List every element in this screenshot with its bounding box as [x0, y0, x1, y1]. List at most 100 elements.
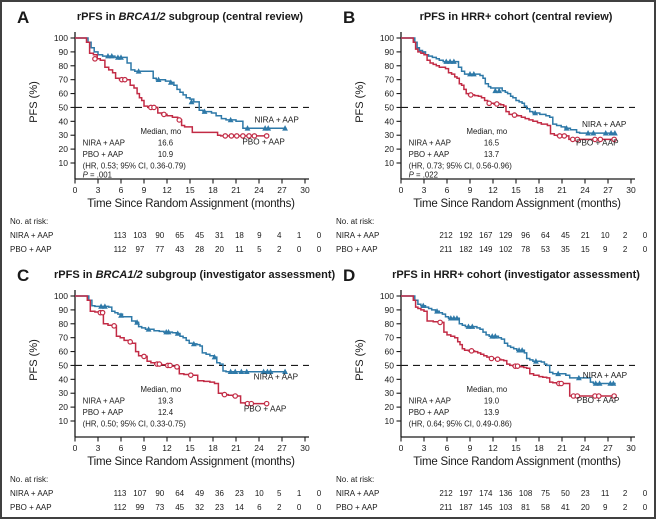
censor-circle-icon [486, 100, 492, 107]
censor-circle-icon [556, 133, 563, 139]
at-risk-count: 50 [560, 489, 570, 498]
x-tick-label: 21 [557, 185, 567, 195]
censor-marks-pbo [437, 319, 617, 399]
censor-triangle-icon [585, 130, 591, 136]
censor-triangle-icon [155, 76, 162, 82]
x-tick-label: 12 [162, 185, 172, 195]
censor-triangle-icon [434, 308, 440, 314]
at-risk-arm-label: NIRA + AAP [10, 231, 54, 240]
censor-circle-icon [263, 400, 270, 407]
x-axis-label: Time Since Random Assignment (months) [87, 456, 295, 468]
x-tick-label: 6 [119, 185, 124, 195]
x-tick-label: 9 [142, 185, 147, 195]
at-risk-count: 2 [622, 245, 628, 254]
y-tick-label: 20 [59, 144, 69, 154]
panel-b: B rPFS in HRR+ cohort (central review) 1… [328, 2, 654, 261]
inset-median-header: Median, mo [466, 385, 507, 394]
censor-marks-nira [420, 302, 617, 386]
y-tick-label: 90 [385, 47, 395, 57]
at-risk-count: 18 [234, 231, 244, 240]
at-risk-count: 0 [296, 503, 302, 512]
x-tick-label: 3 [422, 185, 427, 195]
km-curve-nira [401, 295, 616, 385]
y-tick-label: 10 [385, 158, 395, 168]
at-risk-count: 212 [439, 489, 453, 498]
censor-circle-icon [597, 136, 604, 143]
y-tick-label: 80 [385, 61, 395, 71]
censor-triangle-icon [590, 130, 597, 136]
at-risk-count: 23 [234, 489, 244, 498]
y-tick-label: 100 [380, 291, 394, 301]
y-tick-label: 70 [385, 333, 395, 343]
censor-circle-icon [233, 133, 240, 139]
at-risk-arm-label: PBO + AAP [10, 503, 52, 512]
censor-triangle-icon [454, 315, 460, 321]
at-risk-count: 99 [135, 503, 145, 512]
x-tick-label: 30 [626, 443, 636, 453]
x-tick-label: 15 [511, 185, 521, 195]
at-risk-count: 0 [642, 231, 648, 240]
km-curve-nira [401, 37, 616, 134]
censor-triangle-icon [492, 87, 499, 94]
at-risk-count: 174 [479, 489, 493, 498]
censor-triangle-icon [190, 340, 197, 347]
censor-marks-pbo [92, 56, 270, 139]
panel-title: rPFS in HRR+ cohort (central review) [380, 11, 652, 23]
censor-circle-icon [437, 319, 443, 326]
censor-triangle-icon [98, 303, 104, 309]
at-risk-label: No. at risk: [336, 475, 375, 484]
at-risk-count: 64 [541, 231, 550, 240]
censor-circle-icon [595, 393, 602, 399]
panel-letter: C [17, 266, 30, 285]
censor-circle-icon [167, 362, 173, 369]
x-tick-label: 24 [580, 443, 590, 453]
y-tick-label: 20 [385, 402, 395, 412]
censor-circle-icon [127, 339, 134, 345]
y-tick-label: 70 [59, 333, 69, 343]
censor-triangle-icon [282, 125, 288, 131]
at-risk-count: 107 [133, 489, 147, 498]
censor-circle-icon [468, 348, 475, 354]
y-tick-label: 70 [385, 75, 395, 85]
panel-title: rPFS in BRCA1/2 subgroup (investigator a… [54, 269, 335, 281]
at-risk-count: 112 [113, 245, 127, 254]
km-plot: 10 20 30 40 50 60 70 80 90 100 0 3 6 9 12 15 18 21 24 27 30 P… [354, 32, 636, 195]
title-post: subgroup (central review) [165, 11, 304, 23]
x-tick-label: 30 [626, 185, 636, 195]
panel-letter: D [343, 266, 356, 285]
y-tick-label: 80 [59, 319, 69, 329]
at-risk-label: No. at risk: [336, 217, 375, 226]
x-tick-label: 0 [399, 443, 404, 453]
censor-triangle-icon [443, 58, 450, 64]
at-risk-count: 21 [580, 231, 590, 240]
x-tick-label: 12 [488, 185, 498, 195]
at-risk-row: NIRA + AAP 113 107 90 64 49 36 23 10 5 1 0 [2, 489, 330, 499]
x-tick-label: 3 [96, 443, 101, 453]
censor-triangle-icon [612, 130, 618, 136]
x-tick-label: 9 [468, 185, 473, 195]
series-label-pbo: PBO + AAP [577, 396, 620, 405]
at-risk-label: No. at risk: [10, 475, 49, 484]
inset-hr-text: (HR, 0.73; 95% CI, 0.56-0.96) [409, 162, 513, 171]
censor-triangle-icon [145, 326, 152, 332]
censor-triangle-icon [592, 380, 599, 386]
at-risk-count: 211 [439, 245, 453, 254]
at-risk-count: 5 [276, 489, 282, 498]
at-risk-row: PBO + AAP 211 187 145 103 81 58 41 20 9 2 0 [328, 503, 654, 513]
series-label-nira: NIRA + AAP [583, 371, 628, 380]
inset-median-value: 13.9 [484, 408, 499, 417]
at-risk-row: PBO + AAP 112 99 73 45 32 23 14 6 2 0 0 [2, 503, 330, 513]
censor-triangle-icon [467, 71, 473, 77]
at-risk-count: 73 [155, 503, 165, 512]
x-axis-label: Time Since Random Assignment (months) [413, 198, 621, 210]
at-risk-row: NIRA + AAP 113 103 90 65 45 31 18 9 4 1 0 [2, 231, 330, 241]
censor-triangle-icon [563, 125, 570, 131]
x-tick-label: 30 [300, 185, 310, 195]
censor-triangle-icon [596, 380, 603, 386]
at-risk-count: 35 [560, 245, 570, 254]
x-tick-label: 21 [231, 443, 241, 453]
x-tick-label: 24 [254, 443, 264, 453]
at-risk-count: 14 [234, 503, 244, 512]
censor-triangle-icon [575, 374, 582, 381]
